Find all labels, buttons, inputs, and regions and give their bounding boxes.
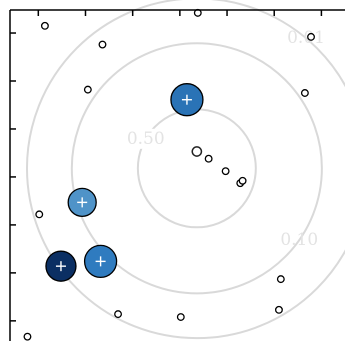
observation-point <box>300 89 309 97</box>
observation-point <box>274 305 283 314</box>
observation-point <box>276 275 285 284</box>
contour-label: 0.01 <box>287 28 325 48</box>
observation-point <box>114 310 122 319</box>
contour-label: 0.10 <box>280 230 318 250</box>
observation-point <box>238 176 247 185</box>
observation-point <box>23 332 32 341</box>
point-layer <box>23 8 315 341</box>
contour-label: 0.50 <box>127 129 165 149</box>
observation-point <box>98 40 107 49</box>
observation-point <box>221 167 230 176</box>
observation-point <box>83 85 92 94</box>
observation-point <box>35 210 44 219</box>
observation-point <box>176 313 185 321</box>
observation-point <box>40 21 49 30</box>
contour-ring <box>136 108 257 229</box>
observation-point <box>307 32 315 41</box>
contour-label-background <box>123 128 168 149</box>
axes <box>9 9 345 341</box>
contour-layer: 0.50 0.10 0.01 <box>26 0 345 340</box>
contour-ring <box>70 42 323 295</box>
contour-ring <box>26 0 345 340</box>
center-point <box>191 146 203 157</box>
observation-point <box>204 154 213 163</box>
